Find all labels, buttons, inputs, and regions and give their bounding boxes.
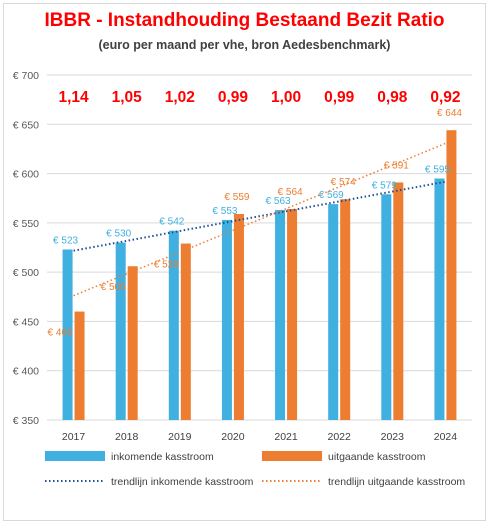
legend-uitgaand-label: uitgaande kasstroom xyxy=(328,451,426,463)
data-label-uitgaand: € 591 xyxy=(384,160,409,171)
bar-uitgaand xyxy=(393,182,404,420)
bar-uitgaand xyxy=(74,311,85,420)
data-label-uitgaand: € 460 xyxy=(48,328,73,339)
chart-subtitle: (euro per maand per vhe, bron Aedesbench… xyxy=(98,38,391,52)
bar-inkomend xyxy=(221,219,232,420)
bar-uitgaand xyxy=(180,243,191,420)
bar-inkomend xyxy=(328,204,339,420)
ratio-label: 0,99 xyxy=(218,89,249,106)
x-tick-label: 2021 xyxy=(274,431,298,443)
ratio-label: 1,00 xyxy=(271,89,301,106)
bar-inkomend xyxy=(381,194,392,420)
bar-uitgaand xyxy=(446,130,457,420)
data-label-inkomend: € 569 xyxy=(319,190,344,201)
ratio-label: 1,02 xyxy=(165,89,195,106)
data-label-inkomend: € 530 xyxy=(106,229,131,240)
legend-inkomend-label: inkomende kasstroom xyxy=(111,451,214,463)
y-tick-label: € 450 xyxy=(13,316,39,328)
chart-title: IBBR - Instandhouding Bestaand Bezit Rat… xyxy=(44,10,445,31)
bar-uitgaand xyxy=(287,209,298,420)
ratio-label: 0,99 xyxy=(324,89,355,106)
bar-uitgaand xyxy=(340,199,351,420)
trendline-inkomend xyxy=(73,180,446,252)
y-tick-label: € 400 xyxy=(13,366,39,378)
x-tick-label: 2022 xyxy=(328,431,352,443)
y-tick-label: € 550 xyxy=(13,218,39,230)
y-tick-label: € 650 xyxy=(13,119,39,131)
legend-inkomend-swatch xyxy=(45,451,105,461)
ratio-label: 1,14 xyxy=(58,89,89,106)
bar-inkomend xyxy=(115,242,126,420)
data-label-uitgaand: € 564 xyxy=(278,187,303,198)
x-tick-label: 2018 xyxy=(115,431,139,443)
x-tick-label: 2017 xyxy=(62,431,86,443)
legend-trend-inkomend-label: trendlijn inkomende kasstroom xyxy=(111,476,254,488)
ratio-label: 0,98 xyxy=(377,89,408,106)
x-tick-label: 2023 xyxy=(381,431,405,443)
data-label-uitgaand: € 559 xyxy=(224,192,249,203)
ratio-label: 0,92 xyxy=(430,89,460,106)
y-tick-label: € 600 xyxy=(13,169,39,181)
data-label-uitgaand: € 574 xyxy=(331,177,356,188)
bar-uitgaand xyxy=(127,266,138,420)
y-tick-label: € 700 xyxy=(13,70,39,82)
data-label-inkomend: € 579 xyxy=(372,180,397,191)
data-label-inkomend: € 553 xyxy=(212,206,237,217)
y-tick-label: € 500 xyxy=(13,267,39,279)
bar-inkomend xyxy=(434,178,445,420)
legend-uitgaand-swatch xyxy=(262,451,322,461)
x-tick-label: 2019 xyxy=(168,431,192,443)
data-label-inkomend: € 595 xyxy=(425,165,450,176)
x-tick-label: 2024 xyxy=(434,431,458,443)
chart-frame xyxy=(3,3,486,521)
trendline-uitgaand xyxy=(73,142,446,297)
legend-trend-uitgaand-label: trendlijn uitgaande kasstroom xyxy=(328,476,465,488)
data-label-inkomend: € 563 xyxy=(266,196,291,207)
bar-inkomend xyxy=(62,249,73,420)
data-label-inkomend: € 523 xyxy=(53,235,78,246)
data-label-uitgaand: € 529 xyxy=(154,260,179,271)
ratio-label: 1,05 xyxy=(112,89,143,106)
data-label-uitgaand: € 644 xyxy=(437,108,462,119)
y-tick-label: € 350 xyxy=(13,415,39,427)
x-tick-label: 2020 xyxy=(221,431,245,443)
data-label-inkomend: € 542 xyxy=(159,217,184,228)
data-label-uitgaand: € 506 xyxy=(101,282,126,293)
bar-inkomend xyxy=(168,230,179,420)
bar-uitgaand xyxy=(233,213,244,420)
bar-inkomend xyxy=(275,210,286,420)
